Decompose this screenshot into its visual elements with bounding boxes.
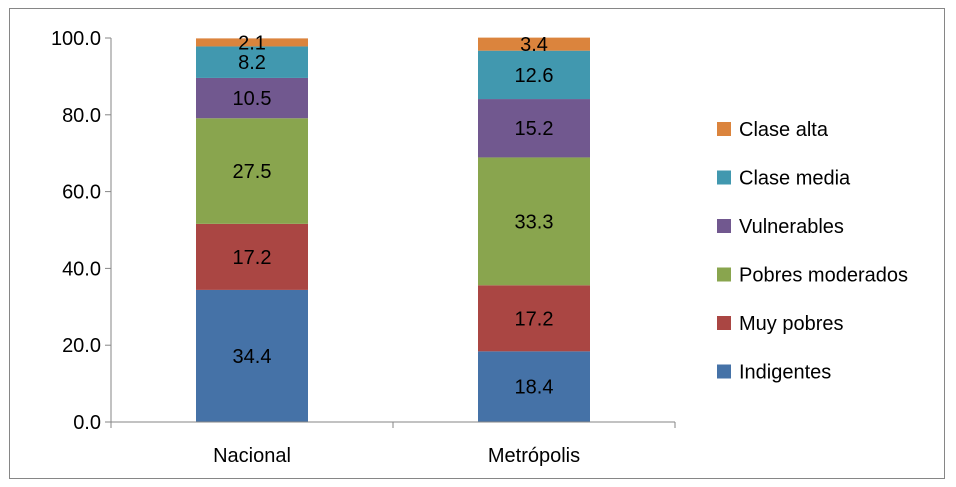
- legend-label: Vulnerables: [739, 216, 844, 238]
- data-label: 12.6: [515, 65, 554, 87]
- data-label: 8.2: [238, 52, 266, 74]
- data-label: 17.2: [233, 247, 272, 269]
- legend-label: Clase media: [739, 168, 851, 190]
- x-category-label: Nacional: [213, 445, 291, 467]
- bar-segment: [196, 289, 308, 422]
- legend-swatch: [717, 122, 731, 136]
- bar-segment: [196, 118, 308, 224]
- bar-segment: [196, 77, 308, 119]
- data-label: 10.5: [233, 88, 272, 110]
- bar-segment: [196, 38, 308, 47]
- data-label: 17.2: [515, 308, 554, 330]
- y-tick-label: 20.0: [62, 335, 101, 357]
- legend-label: Muy pobres: [739, 313, 844, 335]
- legend-label: Indigentes: [739, 362, 831, 384]
- bar-segment: [478, 99, 590, 158]
- data-label: 15.2: [515, 118, 554, 140]
- bar-segment: [196, 46, 308, 78]
- data-label: 33.3: [515, 211, 554, 233]
- data-label: 3.4: [520, 34, 548, 56]
- legend-swatch: [717, 170, 731, 185]
- bar-segment: [478, 285, 590, 352]
- bar-segment: [478, 351, 590, 422]
- data-label: 18.4: [515, 377, 554, 399]
- legend-label: Pobres moderados: [739, 265, 908, 287]
- y-tick-label: 40.0: [62, 258, 101, 280]
- chart-frame: [9, 8, 945, 479]
- legend-swatch: [717, 267, 731, 282]
- bar-segment: [478, 157, 590, 286]
- y-tick-label: 80.0: [62, 105, 101, 127]
- y-tick-label: 0.0: [73, 412, 101, 434]
- legend-swatch: [717, 316, 731, 330]
- bar-segment: [478, 37, 590, 51]
- legend-swatch: [717, 219, 731, 233]
- y-tick-label: 60.0: [62, 182, 101, 204]
- data-label: 34.4: [233, 346, 272, 368]
- bar-segment: [478, 50, 590, 100]
- y-tick-label: 100.0: [51, 28, 101, 50]
- bar-segment: [196, 223, 308, 290]
- legend-label: Clase alta: [739, 119, 829, 141]
- data-label: 2.1: [238, 32, 266, 54]
- legend-swatch: [717, 364, 731, 379]
- data-label: 27.5: [233, 161, 272, 183]
- x-category-label: Metrópolis: [488, 445, 580, 467]
